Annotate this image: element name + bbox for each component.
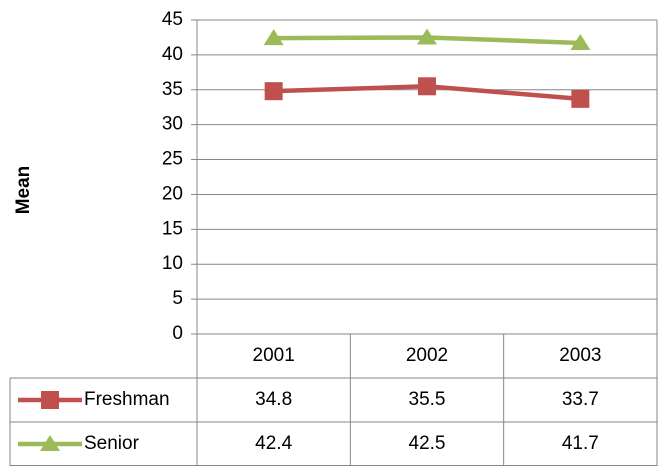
data-point	[571, 89, 590, 108]
y-tick-label: 40	[162, 44, 183, 65]
data-point	[264, 82, 283, 101]
table-value: 41.7	[562, 433, 599, 454]
y-tick-label: 20	[162, 183, 183, 204]
data-point	[263, 29, 284, 46]
data-point	[418, 77, 436, 96]
y-tick-label: 10	[162, 253, 183, 274]
x-tick-label: 2001	[253, 345, 295, 366]
y-tick-label: 15	[162, 218, 183, 239]
y-tick-label: 30	[162, 114, 183, 135]
table-value: 35.5	[409, 389, 446, 410]
y-tick-label: 0	[172, 323, 183, 344]
y-tick-label: 35	[162, 79, 183, 100]
y-axis-label: Mean	[13, 166, 34, 215]
x-tick-label: 2002	[406, 345, 448, 366]
legend-label: Freshman	[84, 389, 170, 410]
legend-marker	[40, 435, 60, 451]
x-tick-label: 2003	[559, 345, 601, 366]
legend-label: Senior	[84, 433, 140, 454]
y-tick-label: 25	[162, 149, 183, 170]
data-point	[417, 28, 437, 45]
table-value: 33.7	[562, 389, 599, 410]
table-value: 42.5	[409, 433, 446, 454]
legend-marker	[41, 391, 59, 409]
y-tick-label: 45	[162, 9, 183, 30]
table-value: 42.4	[255, 433, 292, 454]
data-point	[570, 34, 591, 51]
table-value: 34.8	[255, 389, 292, 410]
y-tick-label: 5	[172, 288, 183, 309]
